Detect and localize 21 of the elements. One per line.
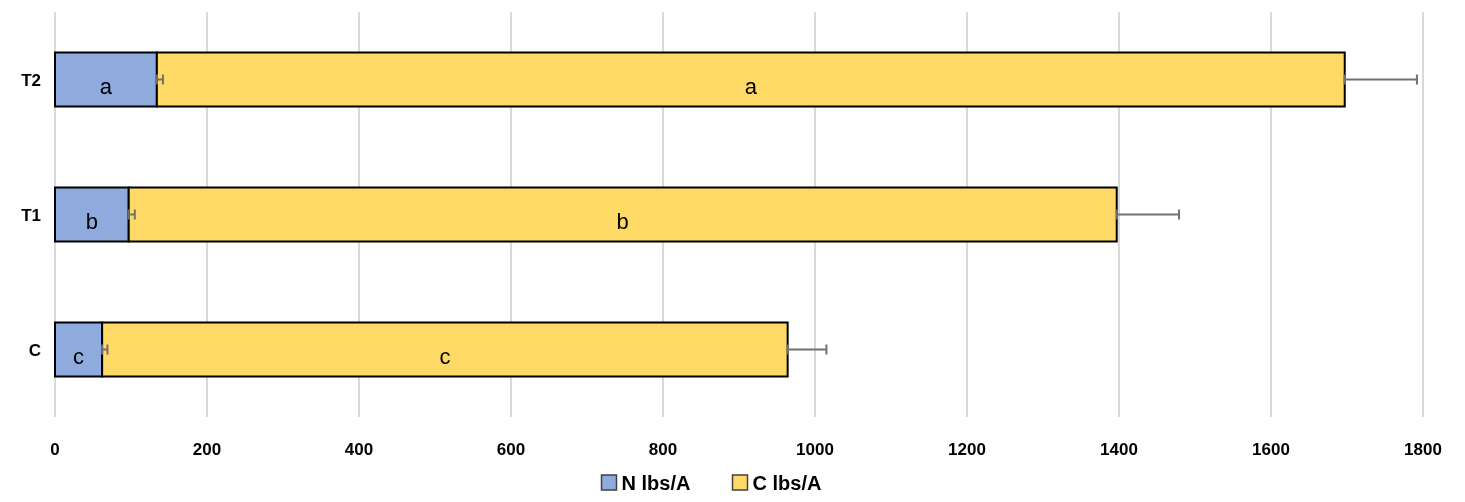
x-tick-label: 200 <box>192 440 222 459</box>
x-tick-label: 0 <box>50 440 60 459</box>
x-tick-label: 1200 <box>948 440 986 459</box>
y-tick-label: C <box>28 340 41 360</box>
data-label: b <box>616 208 629 234</box>
data-label: a <box>744 73 758 99</box>
y-tick-label: T2 <box>21 70 41 90</box>
data-label: a <box>99 73 113 99</box>
x-tick-label: 800 <box>648 440 678 459</box>
data-label: c <box>73 343 85 369</box>
x-tick-label: 600 <box>496 440 526 459</box>
data-label: c <box>439 343 451 369</box>
x-tick-label: 1000 <box>796 440 834 459</box>
x-tick-label: 1400 <box>1100 440 1138 459</box>
legend-label: C lbs/A <box>752 472 822 494</box>
data-label: b <box>85 208 98 234</box>
x-tick-label: 400 <box>344 440 374 459</box>
legend-label: N lbs/A <box>621 472 691 494</box>
x-tick-label: 1600 <box>1252 440 1290 459</box>
y-tick-label: T1 <box>21 205 41 225</box>
x-tick-label: 1800 <box>1404 440 1442 459</box>
